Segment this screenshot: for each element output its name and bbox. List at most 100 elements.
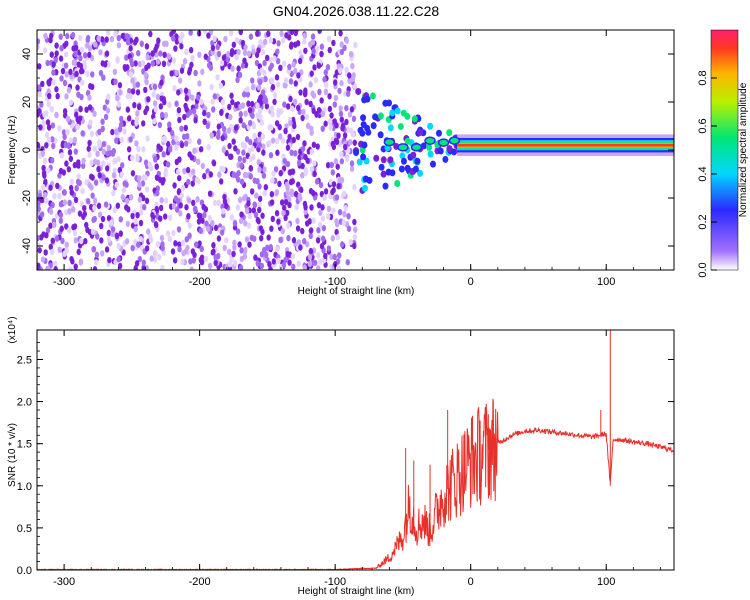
noise-cell [96,165,101,173]
noise-cell [308,81,313,88]
noise-cell [158,215,163,222]
noise-cell [330,140,336,148]
noise-cell [205,225,211,232]
noise-cell [270,111,275,118]
noise-cell [300,114,305,122]
noise-cell [44,232,49,239]
noise-cell [276,111,281,118]
noise-cell [48,243,53,251]
noise-cell [295,225,301,232]
noise-cell [179,141,185,149]
noise-cell [106,236,112,243]
noise-cell [251,123,257,130]
bottom-x-tick-label: -300 [53,576,75,588]
transition-cell [378,163,385,171]
noise-cell [155,58,161,65]
noise-cell [331,207,336,214]
noise-cell [76,61,81,68]
noise-cell [64,40,69,47]
signal-knot [397,143,409,152]
noise-cell [293,67,298,75]
noise-cell [168,146,173,153]
transition-cell [429,160,436,168]
noise-cell [245,91,251,98]
noise-cell [79,237,84,245]
noise-cell [130,154,135,162]
noise-cell [97,142,102,149]
noise-cell [274,245,280,253]
noise-cell [320,125,325,132]
transition-cell [414,157,421,165]
noise-cell [134,140,139,147]
noise-cell [245,85,250,93]
noise-cell [216,129,221,137]
noise-cell [258,99,263,107]
noise-cell [165,161,171,168]
top-x-axis-label: Height of straight line (km) [298,286,415,297]
noise-cell [312,160,317,167]
noise-cell [221,146,227,154]
noise-cell [259,119,265,126]
noise-cell [308,232,313,240]
transition-cell [404,137,411,145]
noise-cell [329,112,334,119]
noise-cell [73,237,78,244]
noise-cell [230,98,235,106]
noise-cell [59,75,64,82]
noise-cell [235,76,240,84]
noise-cell [188,258,193,265]
noise-cell [249,188,255,195]
noise-cell [291,237,297,244]
noise-cell [99,237,104,244]
noise-cell [105,30,111,36]
noise-cell [196,158,201,165]
noise-cell [200,217,205,224]
noise-cell [350,62,355,70]
noise-cell [275,57,281,65]
noise-cell [60,141,65,149]
noise-cell [111,189,116,197]
noise-cell [37,63,42,70]
noise-cell [212,199,218,207]
noise-cell [100,60,105,67]
noise-cell [164,40,169,47]
noise-cell [78,54,83,62]
noise-cell [323,188,329,195]
noise-cell [340,122,346,129]
noise-cell [309,165,315,173]
noise-cell [51,142,56,150]
noise-cell [171,57,177,64]
noise-cell [242,49,248,57]
noise-cell [143,108,148,116]
noise-cell [211,106,216,113]
noise-cell [339,80,344,87]
noise-cell [49,32,54,40]
noise-cell [68,99,74,106]
noise-cell [288,78,294,85]
noise-cell [179,125,184,132]
noise-cell [195,196,200,203]
noise-cell [92,145,98,152]
noise-cell [261,172,267,179]
noise-cell [190,248,196,255]
noise-cell [37,247,42,254]
noise-cell [287,63,292,71]
colorbar: 0.0 0.2 0.4 0.6 0.8 Normalized spectral ampl… [697,29,749,278]
noise-cell [42,191,48,199]
noise-cell [37,91,42,98]
noise-cell [76,91,81,98]
noise-cell [88,203,94,211]
noise-cell [294,203,299,211]
noise-cell [291,136,297,144]
noise-cell [343,143,348,151]
noise-cell [312,64,317,71]
transition-cell [362,175,369,183]
noise-cell [202,172,207,180]
noise-cell [316,106,322,114]
noise-cell [64,160,69,167]
noise-cell [339,48,345,56]
noise-cell [104,246,110,253]
noise-cell [41,184,46,191]
noise-cell [269,225,274,232]
noise-cell [268,152,274,159]
